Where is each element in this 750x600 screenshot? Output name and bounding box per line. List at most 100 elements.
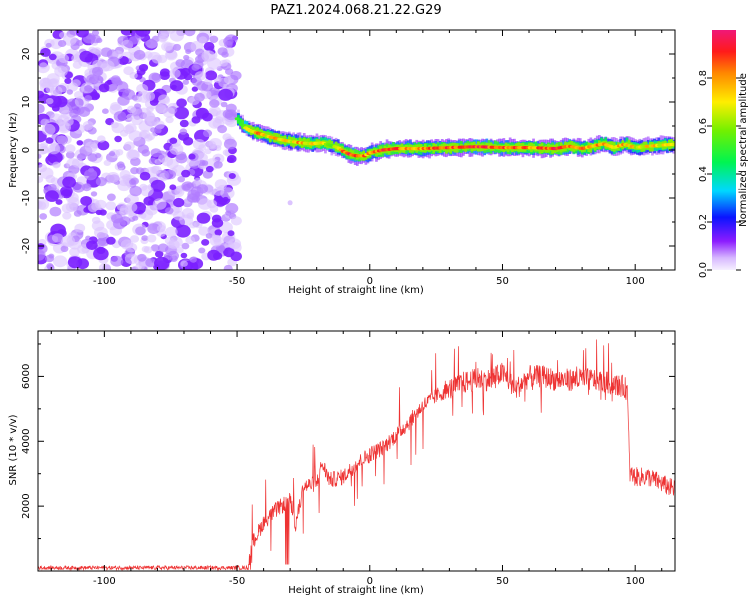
noise-blob xyxy=(213,161,223,169)
noise-blob xyxy=(55,199,63,205)
noise-blob xyxy=(47,151,63,164)
noise-blob xyxy=(45,42,52,48)
noise-blob xyxy=(191,64,200,71)
noise-blob xyxy=(45,97,54,105)
noise-blob xyxy=(110,255,124,267)
noise-blob xyxy=(137,253,147,262)
noise-blob xyxy=(176,247,184,254)
noise-blob xyxy=(69,109,79,118)
noise-blob xyxy=(209,235,224,247)
y-tick-label: 0 xyxy=(21,147,32,153)
noise-blob xyxy=(132,215,139,221)
noise-blob xyxy=(136,91,152,103)
noise-blob xyxy=(223,264,233,270)
noise-blob xyxy=(103,159,112,166)
noise-blob xyxy=(87,202,100,213)
noise-blob xyxy=(53,255,68,268)
noise-blob xyxy=(40,47,51,57)
noise-blob xyxy=(150,127,157,133)
x-tick-label: 0 xyxy=(367,576,373,587)
noise-blob xyxy=(157,243,169,253)
noise-blob xyxy=(224,40,233,49)
noise-blob xyxy=(205,70,218,81)
noise-blob xyxy=(169,143,184,155)
noise-blob xyxy=(182,183,191,191)
noise-blob xyxy=(158,35,167,43)
noise-blob xyxy=(165,116,174,124)
noise-blob xyxy=(83,183,91,189)
noise-blob xyxy=(287,200,293,206)
noise-blob xyxy=(192,139,206,150)
noise-blob xyxy=(128,179,137,185)
noise-blob xyxy=(174,106,189,120)
noise-blob xyxy=(62,211,72,220)
noise-blob xyxy=(146,133,155,141)
noise-blob xyxy=(228,173,236,179)
noise-blob xyxy=(182,79,189,85)
noise-blob xyxy=(58,54,70,63)
snr-series-line xyxy=(38,339,675,571)
noise-blob xyxy=(72,158,84,168)
noise-blob xyxy=(84,169,98,181)
noise-blob xyxy=(114,135,122,143)
noise-blob xyxy=(122,174,132,183)
noise-blob xyxy=(198,198,212,210)
noise-blob xyxy=(95,153,102,159)
noise-blob xyxy=(50,85,63,97)
noise-blob xyxy=(194,71,207,81)
x-tick-label: -50 xyxy=(229,276,245,287)
noise-blob xyxy=(91,30,100,36)
noise-blob xyxy=(107,193,116,201)
snr-frame xyxy=(37,330,676,572)
noise-blob xyxy=(38,249,46,261)
noise-blob xyxy=(198,247,206,254)
noise-blob xyxy=(64,78,72,84)
noise-blob xyxy=(141,245,150,253)
noise-blob xyxy=(150,148,162,158)
noise-blob xyxy=(140,185,154,197)
noise-blob xyxy=(219,59,228,67)
noise-blob xyxy=(133,49,146,60)
noise-blob xyxy=(124,253,138,265)
noise-blob xyxy=(65,151,75,159)
noise-blob xyxy=(183,54,190,61)
noise-blob xyxy=(193,177,202,185)
noise-blob xyxy=(84,141,98,153)
noise-blob xyxy=(172,43,182,51)
noise-blob xyxy=(144,51,153,59)
noise-blob xyxy=(146,106,154,113)
noise-blob xyxy=(169,255,178,262)
noise-blob xyxy=(218,88,234,101)
noise-blob xyxy=(101,60,115,72)
noise-blob xyxy=(169,30,184,42)
noise-blob xyxy=(73,210,82,217)
noise-blob xyxy=(45,174,56,184)
noise-blob xyxy=(102,108,109,114)
noise-blob xyxy=(107,83,119,93)
noise-blob xyxy=(201,239,210,246)
noise-blob xyxy=(144,40,151,46)
noise-blob xyxy=(180,260,188,267)
noise-blob xyxy=(60,245,69,253)
x-tick-label: 50 xyxy=(496,576,509,587)
noise-blob xyxy=(61,235,76,247)
colorbar-tick-label: 0.4 xyxy=(698,166,709,182)
noise-blob xyxy=(38,164,48,173)
noise-blob xyxy=(230,251,242,262)
noise-blob xyxy=(205,165,214,173)
noise-blob xyxy=(86,240,98,250)
noise-blob xyxy=(145,205,158,216)
noise-blob xyxy=(214,179,228,190)
noise-blob xyxy=(179,119,189,128)
noise-blob xyxy=(122,89,136,100)
noise-blob xyxy=(47,143,61,155)
noise-blob xyxy=(198,226,210,236)
noise-blob xyxy=(209,99,220,108)
noise-blob xyxy=(129,185,142,197)
noise-blob xyxy=(154,120,165,130)
noise-blob xyxy=(111,122,125,134)
noise-blob xyxy=(202,170,213,179)
y-tick-label: 2000 xyxy=(21,493,32,518)
y-tick-label: 6000 xyxy=(21,364,32,389)
noise-blob xyxy=(92,66,104,77)
